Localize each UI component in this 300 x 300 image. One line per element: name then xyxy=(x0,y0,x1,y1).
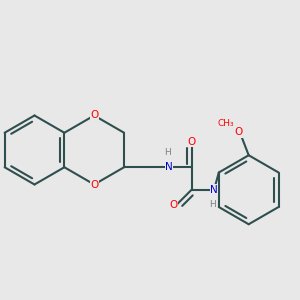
Text: H: H xyxy=(164,148,171,157)
Text: O: O xyxy=(90,110,98,121)
Text: N: N xyxy=(210,185,218,195)
Text: O: O xyxy=(169,200,178,210)
Text: O: O xyxy=(90,179,98,190)
Text: O: O xyxy=(188,137,196,147)
Text: O: O xyxy=(234,127,242,137)
Text: H: H xyxy=(209,200,216,209)
Text: N: N xyxy=(165,162,173,172)
Text: CH₃: CH₃ xyxy=(218,119,235,128)
